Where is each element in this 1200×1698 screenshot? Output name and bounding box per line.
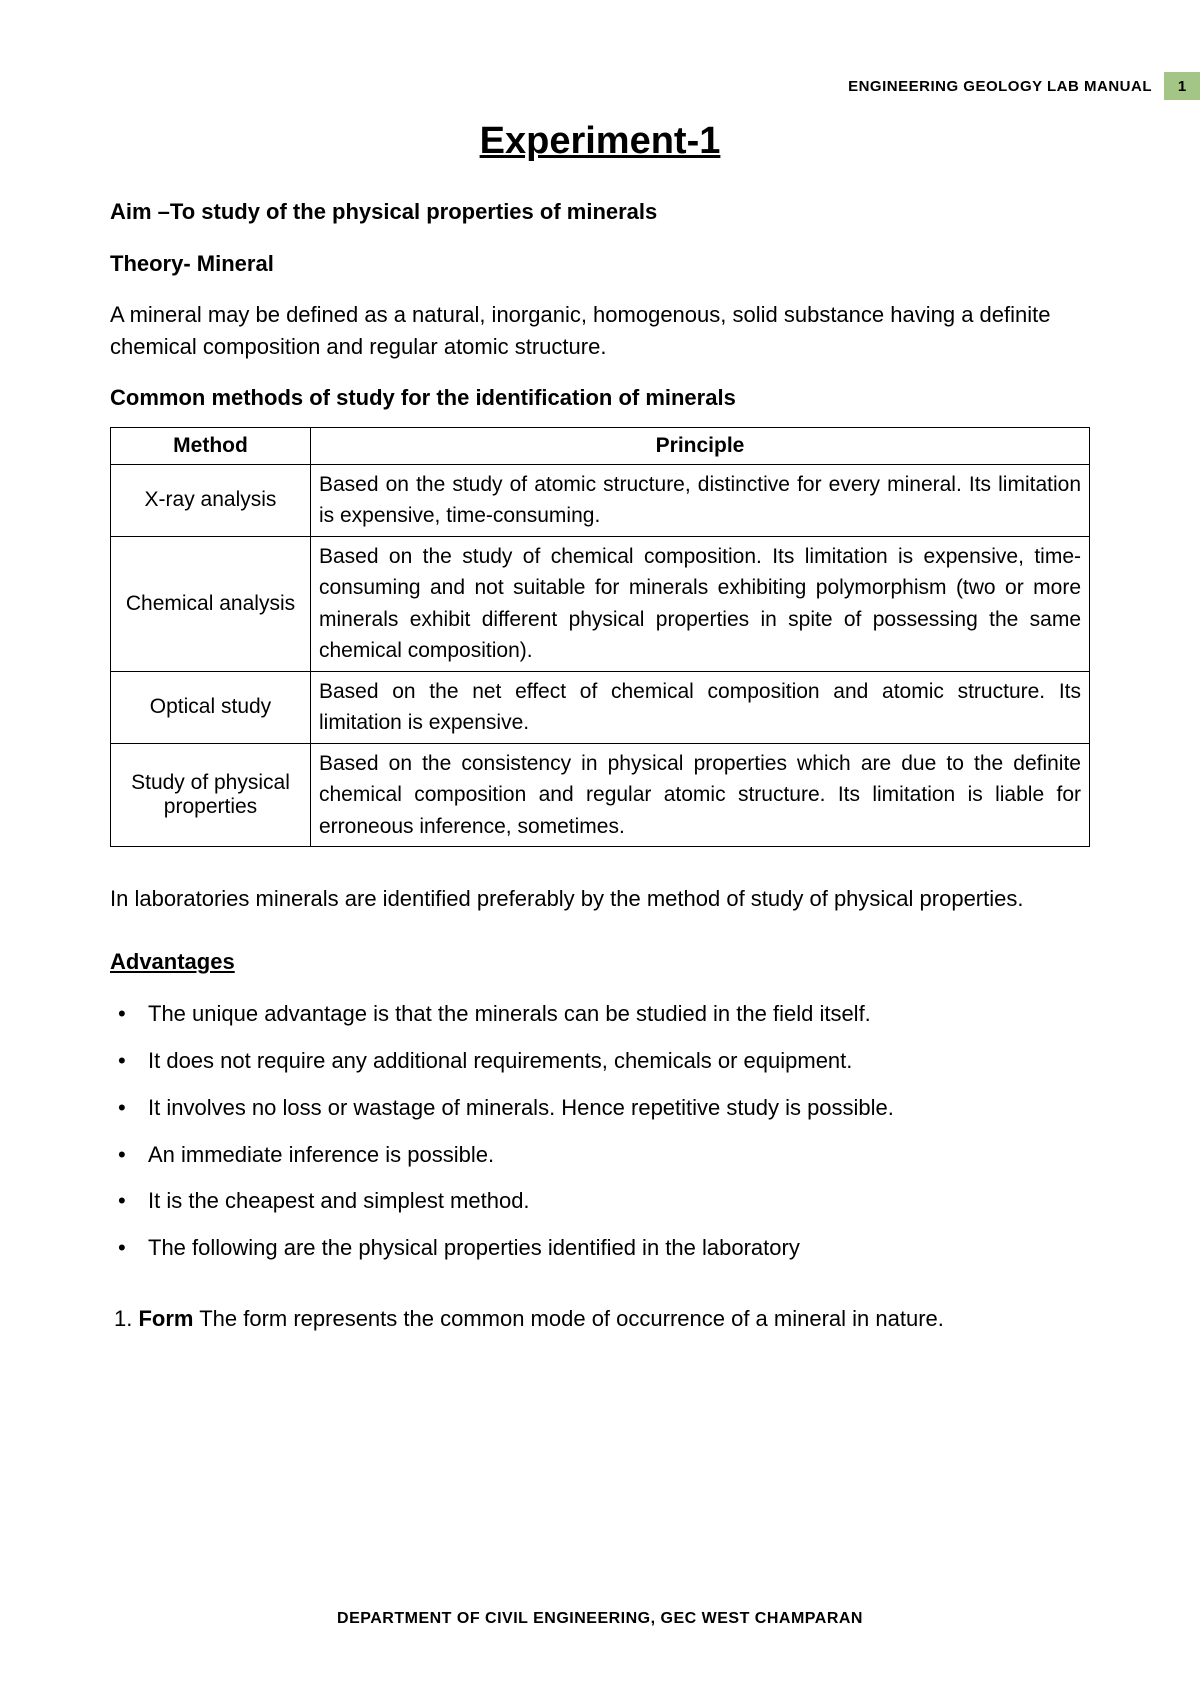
methods-table: Method Principle X-ray analysis Based on…	[110, 427, 1090, 848]
advantages-heading: Advantages	[110, 949, 1090, 975]
list-item: The unique advantage is that the mineral…	[110, 999, 1090, 1030]
page-number-badge: 1	[1164, 72, 1200, 100]
method-cell: Optical study	[111, 671, 311, 743]
list-item: It is the cheapest and simplest method.	[110, 1186, 1090, 1217]
footer: DEPARTMENT OF CIVIL ENGINEERING, GEC WES…	[0, 1610, 1200, 1628]
theory-paragraph: A mineral may be defined as a natural, i…	[110, 299, 1090, 363]
list-item: The following are the physical propertie…	[110, 1233, 1090, 1264]
experiment-title: Experiment-1	[110, 120, 1090, 163]
principle-cell: Based on the net effect of chemical comp…	[311, 671, 1090, 743]
item-text: The form represents the common mode of o…	[193, 1306, 943, 1331]
table-row: Optical study Based on the net effect of…	[111, 671, 1090, 743]
doc-title: ENGINEERING GEOLOGY LAB MANUAL	[848, 78, 1164, 95]
header-bar: ENGINEERING GEOLOGY LAB MANUAL 1	[848, 72, 1200, 100]
principle-cell: Based on the study of atomic structure, …	[311, 464, 1090, 536]
list-item: An immediate inference is possible.	[110, 1140, 1090, 1171]
principle-cell: Based on the study of chemical compositi…	[311, 536, 1090, 671]
principle-cell: Based on the consistency in physical pro…	[311, 743, 1090, 847]
table-row: X-ray analysis Based on the study of ato…	[111, 464, 1090, 536]
page-content: Experiment-1 Aim –To study of the physic…	[0, 0, 1200, 1335]
method-cell: X-ray analysis	[111, 464, 311, 536]
table-row: Chemical analysis Based on the study of …	[111, 536, 1090, 671]
methods-heading: Common methods of study for the identifi…	[110, 385, 1090, 411]
list-item: It involves no loss or wastage of minera…	[110, 1093, 1090, 1124]
table-row: Study of physical properties Based on th…	[111, 743, 1090, 847]
aim-heading: Aim –To study of the physical properties…	[110, 199, 1090, 225]
theory-heading: Theory- Mineral	[110, 251, 1090, 277]
advantages-list: The unique advantage is that the mineral…	[110, 999, 1090, 1264]
numbered-item: 1. Form The form represents the common m…	[110, 1304, 1090, 1335]
method-cell: Chemical analysis	[111, 536, 311, 671]
item-number: 1.	[114, 1306, 132, 1331]
item-label: Form	[138, 1306, 193, 1331]
lab-paragraph: In laboratories minerals are identified …	[110, 883, 1090, 915]
list-item: It does not require any additional requi…	[110, 1046, 1090, 1077]
method-cell: Study of physical properties	[111, 743, 311, 847]
table-header-principle: Principle	[311, 427, 1090, 464]
table-header-method: Method	[111, 427, 311, 464]
